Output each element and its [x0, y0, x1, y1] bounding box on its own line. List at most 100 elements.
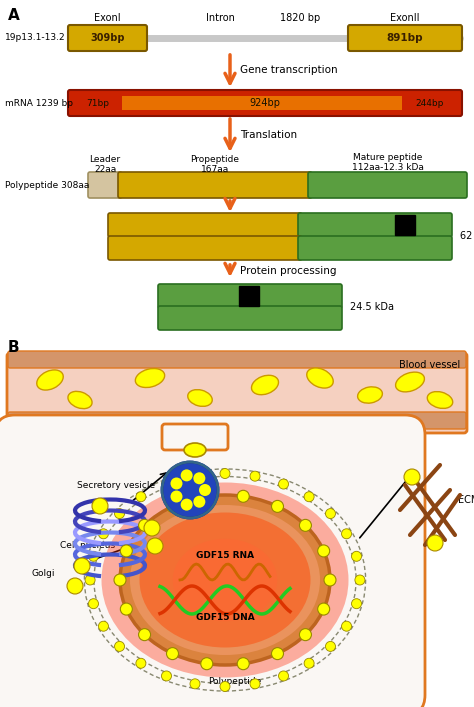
Ellipse shape — [357, 387, 383, 403]
Circle shape — [193, 496, 205, 508]
Circle shape — [147, 538, 163, 554]
Circle shape — [250, 679, 260, 689]
Ellipse shape — [68, 392, 92, 409]
Circle shape — [85, 575, 95, 585]
Circle shape — [199, 484, 211, 496]
Text: Polypeptide 308aa: Polypeptide 308aa — [5, 180, 90, 189]
Circle shape — [404, 469, 420, 485]
Text: 891bp: 891bp — [387, 33, 423, 43]
Text: Intron: Intron — [206, 13, 235, 23]
Circle shape — [89, 599, 99, 609]
Text: 24.5 kDa: 24.5 kDa — [350, 302, 394, 312]
Ellipse shape — [139, 513, 310, 648]
Text: 22aa: 22aa — [94, 165, 116, 175]
FancyBboxPatch shape — [108, 213, 302, 237]
Text: Propeptide: Propeptide — [191, 156, 239, 165]
FancyBboxPatch shape — [68, 25, 147, 51]
Text: Leader: Leader — [90, 156, 120, 165]
FancyBboxPatch shape — [162, 424, 228, 450]
Circle shape — [138, 629, 151, 641]
Circle shape — [136, 658, 146, 668]
Circle shape — [342, 621, 352, 631]
Circle shape — [115, 641, 125, 651]
FancyBboxPatch shape — [108, 236, 302, 260]
Circle shape — [74, 558, 90, 574]
Circle shape — [318, 603, 330, 615]
FancyBboxPatch shape — [118, 172, 312, 198]
Ellipse shape — [101, 482, 348, 677]
Circle shape — [201, 490, 213, 502]
FancyBboxPatch shape — [158, 306, 342, 330]
Circle shape — [250, 471, 260, 481]
Text: Golgi: Golgi — [31, 568, 55, 578]
Circle shape — [114, 574, 126, 586]
Circle shape — [324, 574, 336, 586]
Circle shape — [166, 501, 179, 513]
Text: Secretory vesicle: Secretory vesicle — [77, 481, 155, 489]
Circle shape — [136, 492, 146, 502]
Text: Gene transcription: Gene transcription — [240, 65, 337, 75]
FancyBboxPatch shape — [88, 172, 122, 198]
Ellipse shape — [427, 392, 453, 409]
FancyBboxPatch shape — [158, 284, 342, 308]
Circle shape — [115, 508, 125, 519]
Text: 309bp: 309bp — [90, 33, 125, 43]
Circle shape — [300, 629, 311, 641]
Ellipse shape — [135, 368, 164, 387]
Circle shape — [171, 491, 182, 503]
Text: B: B — [8, 340, 19, 355]
Text: ExonI: ExonI — [94, 13, 121, 23]
Circle shape — [190, 679, 200, 689]
Circle shape — [92, 498, 108, 514]
Circle shape — [99, 621, 109, 631]
Circle shape — [162, 462, 218, 518]
Circle shape — [355, 575, 365, 585]
Circle shape — [237, 658, 249, 670]
Text: Protein processing: Protein processing — [240, 266, 337, 276]
Text: Blood vessel: Blood vessel — [399, 360, 460, 370]
Text: 62 kDa: 62 kDa — [460, 231, 474, 241]
Circle shape — [237, 490, 249, 502]
Text: mRNA 1239 bp: mRNA 1239 bp — [5, 98, 73, 107]
FancyBboxPatch shape — [0, 415, 425, 707]
Circle shape — [352, 551, 362, 561]
Text: Translation: Translation — [240, 130, 297, 140]
Text: 112aa-12.3 kDa: 112aa-12.3 kDa — [352, 163, 423, 173]
Text: 924bp: 924bp — [249, 98, 281, 108]
Ellipse shape — [252, 375, 279, 395]
Circle shape — [318, 545, 330, 557]
Circle shape — [162, 671, 172, 681]
Circle shape — [272, 501, 283, 513]
Circle shape — [166, 648, 179, 660]
Circle shape — [427, 535, 443, 551]
Circle shape — [201, 658, 213, 670]
FancyBboxPatch shape — [8, 412, 466, 429]
Ellipse shape — [184, 443, 206, 457]
Ellipse shape — [396, 372, 424, 392]
Text: A: A — [8, 8, 20, 23]
Text: ECM: ECM — [458, 495, 474, 505]
Text: GDF15 RNA: GDF15 RNA — [196, 551, 254, 559]
FancyBboxPatch shape — [348, 25, 462, 51]
Ellipse shape — [173, 539, 277, 621]
Circle shape — [352, 599, 362, 609]
Text: ExonII: ExonII — [390, 13, 420, 23]
Circle shape — [181, 469, 192, 481]
Text: Polypeptide: Polypeptide — [209, 677, 262, 686]
FancyBboxPatch shape — [68, 90, 462, 116]
Circle shape — [220, 469, 230, 479]
Bar — [239, 286, 259, 306]
Ellipse shape — [37, 370, 63, 390]
Circle shape — [300, 520, 311, 532]
Bar — [395, 215, 415, 235]
Circle shape — [326, 508, 336, 519]
Circle shape — [193, 472, 205, 484]
Circle shape — [99, 529, 109, 539]
Circle shape — [89, 551, 99, 561]
Circle shape — [138, 520, 151, 532]
FancyBboxPatch shape — [7, 353, 467, 433]
Circle shape — [162, 479, 172, 489]
Text: 167aa: 167aa — [201, 165, 229, 175]
Ellipse shape — [130, 505, 320, 655]
FancyBboxPatch shape — [298, 213, 452, 237]
